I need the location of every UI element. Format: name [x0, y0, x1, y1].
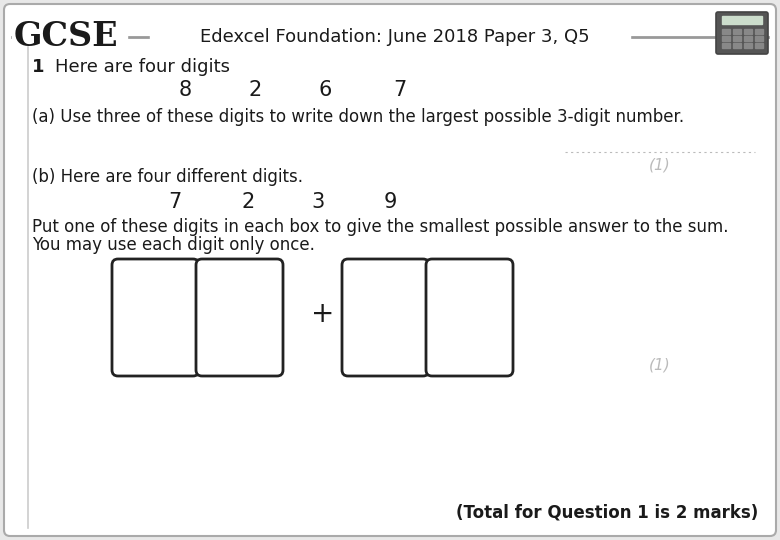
Bar	[722, 29, 730, 34]
Text: (1): (1)	[649, 158, 671, 173]
Text: 1: 1	[32, 58, 44, 76]
Bar	[755, 43, 763, 48]
Bar	[722, 16, 762, 24]
Text: 3: 3	[311, 192, 324, 212]
Text: (1): (1)	[649, 358, 671, 373]
Text: (b) Here are four different digits.: (b) Here are four different digits.	[32, 168, 303, 186]
Bar	[755, 36, 763, 41]
Bar	[733, 36, 741, 41]
Text: 9: 9	[383, 192, 397, 212]
FancyBboxPatch shape	[426, 259, 513, 376]
Text: 2: 2	[248, 80, 261, 100]
Bar	[722, 43, 730, 48]
Text: 7: 7	[168, 192, 182, 212]
Bar	[12, 25, 127, 45]
Text: You may use each digit only once.: You may use each digit only once.	[32, 236, 315, 254]
Bar	[722, 36, 730, 41]
FancyBboxPatch shape	[112, 259, 199, 376]
Bar	[733, 29, 741, 34]
Text: +: +	[311, 300, 335, 327]
FancyBboxPatch shape	[196, 259, 283, 376]
Text: Put one of these digits in each box to give the smallest possible answer to the : Put one of these digits in each box to g…	[32, 218, 729, 236]
Text: (a) Use three of these digits to write down the largest possible 3-digit number.: (a) Use three of these digits to write d…	[32, 108, 684, 126]
Bar	[733, 43, 741, 48]
FancyBboxPatch shape	[716, 12, 768, 54]
Bar	[755, 29, 763, 34]
Text: 2: 2	[241, 192, 254, 212]
Text: 6: 6	[318, 80, 331, 100]
Bar	[744, 43, 752, 48]
FancyBboxPatch shape	[4, 4, 776, 536]
Text: (Total for Question 1 is 2 marks): (Total for Question 1 is 2 marks)	[456, 504, 758, 522]
Text: Edexcel Foundation: June 2018 Paper 3, Q5: Edexcel Foundation: June 2018 Paper 3, Q…	[200, 28, 590, 46]
FancyBboxPatch shape	[342, 259, 429, 376]
Text: 7: 7	[393, 80, 406, 100]
Bar	[150, 25, 630, 45]
Text: Here are four digits: Here are four digits	[55, 58, 230, 76]
Bar	[744, 29, 752, 34]
Bar	[744, 36, 752, 41]
Text: GCSE: GCSE	[14, 21, 119, 53]
Text: 8: 8	[179, 80, 192, 100]
